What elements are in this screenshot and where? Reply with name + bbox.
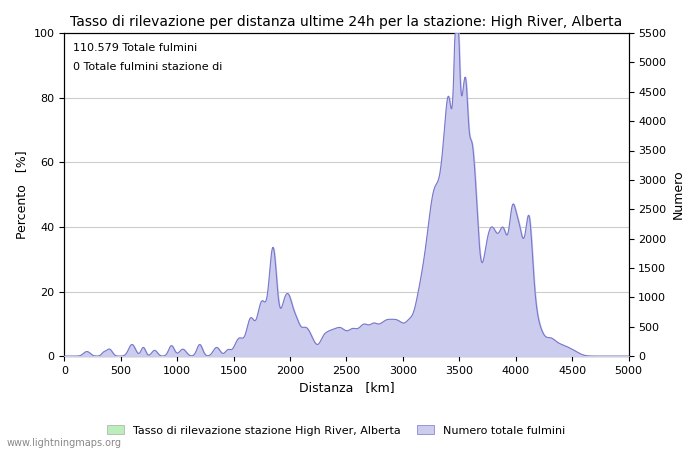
Text: 0 Totale fulmini stazione di: 0 Totale fulmini stazione di bbox=[73, 62, 222, 72]
Y-axis label: Percento   [%]: Percento [%] bbox=[15, 150, 28, 239]
Text: www.lightningmaps.org: www.lightningmaps.org bbox=[7, 438, 122, 448]
X-axis label: Distanza   [km]: Distanza [km] bbox=[299, 382, 394, 395]
Title: Tasso di rilevazione per distanza ultime 24h per la stazione: High River, Albert: Tasso di rilevazione per distanza ultime… bbox=[70, 15, 622, 29]
Text: 110.579 Totale fulmini: 110.579 Totale fulmini bbox=[73, 43, 197, 53]
Y-axis label: Numero: Numero bbox=[672, 170, 685, 220]
Legend: Tasso di rilevazione stazione High River, Alberta, Numero totale fulmini: Tasso di rilevazione stazione High River… bbox=[103, 421, 569, 440]
